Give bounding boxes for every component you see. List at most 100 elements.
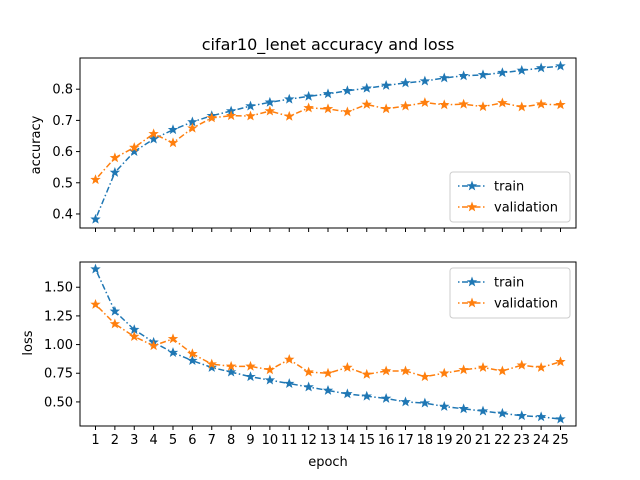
data-point xyxy=(129,142,140,152)
data-point xyxy=(419,371,431,382)
legend-label-train: train xyxy=(494,180,524,195)
loss-panel: 1 2 3 4 5 6 7 8 9 10 11 12 13 14 15 16 17 18 19 20 21 22 23 24 2… xyxy=(44,261,577,448)
data-point xyxy=(264,364,276,375)
x-tick-label: 20 xyxy=(455,433,472,448)
data-point xyxy=(206,358,217,369)
x-tick-label: 8 xyxy=(227,433,235,448)
data-point xyxy=(497,407,508,418)
x-tick-label: 3 xyxy=(130,433,138,448)
y-tick-label: 0.7 xyxy=(52,114,73,129)
data-point xyxy=(284,354,295,364)
legend: train validation xyxy=(449,171,571,223)
data-point xyxy=(187,355,198,366)
legend-marker-validation xyxy=(466,201,478,212)
data-point xyxy=(535,98,547,109)
data-point xyxy=(535,362,547,372)
data-point xyxy=(167,137,179,148)
data-point xyxy=(516,359,527,370)
data-point xyxy=(245,100,256,111)
y-tick-label: 0.50 xyxy=(44,395,73,410)
data-point xyxy=(284,93,295,104)
data-point xyxy=(148,340,159,351)
data-point xyxy=(419,75,431,86)
x-tick-label: 12 xyxy=(300,433,317,448)
data-point xyxy=(245,371,256,382)
x-tick-label: 16 xyxy=(378,433,395,448)
data-point xyxy=(477,69,489,80)
loss-y-axis-label: loss xyxy=(21,330,36,355)
x-tick-label: 7 xyxy=(208,433,216,448)
data-point xyxy=(225,110,237,121)
y-tick-label: 0.5 xyxy=(52,176,73,191)
x-tick-label: 2 xyxy=(111,433,119,448)
data-point xyxy=(477,101,489,112)
data-point xyxy=(342,362,353,372)
data-point xyxy=(187,122,198,133)
series-train xyxy=(90,60,566,224)
data-point xyxy=(303,90,314,101)
legend-box xyxy=(449,171,571,223)
data-point xyxy=(361,390,372,401)
data-point xyxy=(284,110,295,121)
data-point xyxy=(90,298,101,309)
accuracy-panel: 0.4 0.5 0.6 0.7 0.8 train validation xyxy=(52,57,577,232)
x-tick-label: 13 xyxy=(320,433,337,448)
data-point xyxy=(458,403,469,414)
data-point xyxy=(342,106,353,117)
legend-marker-train xyxy=(466,276,478,287)
data-point xyxy=(264,105,276,116)
data-point xyxy=(90,263,101,274)
data-point xyxy=(458,364,469,375)
data-point xyxy=(187,348,198,359)
x-tick-label: 23 xyxy=(513,433,530,448)
data-point xyxy=(555,60,566,71)
x-tick-label: 25 xyxy=(552,433,569,448)
x-tick-label: 18 xyxy=(417,433,434,448)
data-point xyxy=(516,101,527,112)
x-tick-label: 5 xyxy=(169,433,177,448)
data-point xyxy=(380,365,392,376)
data-point xyxy=(322,367,334,378)
data-point xyxy=(361,368,372,379)
data-point xyxy=(109,318,121,329)
data-point xyxy=(419,97,431,108)
data-point xyxy=(458,70,469,81)
data-point xyxy=(342,85,353,96)
legend: train validation xyxy=(449,267,571,319)
data-point xyxy=(148,128,159,139)
data-point xyxy=(361,99,372,109)
y-tick-label: 0.8 xyxy=(52,83,73,98)
data-point xyxy=(245,360,256,371)
x-tick-label: 17 xyxy=(397,433,414,448)
data-point xyxy=(477,405,489,416)
data-point xyxy=(555,99,566,110)
data-point xyxy=(439,367,450,378)
series-validation xyxy=(90,298,566,382)
data-point xyxy=(264,374,276,385)
accuracy-y-axis-label: accuracy xyxy=(29,115,44,174)
data-point xyxy=(90,174,101,185)
data-point xyxy=(380,393,392,403)
x-tick-label: 1 xyxy=(91,433,99,448)
data-point xyxy=(477,362,489,372)
data-point xyxy=(497,97,508,108)
y-tick-label: 0.75 xyxy=(44,367,73,382)
legend-marker-validation xyxy=(466,297,478,308)
data-point xyxy=(322,103,334,114)
x-tick-label: 15 xyxy=(358,433,375,448)
legend-label-train: train xyxy=(494,276,524,291)
data-point xyxy=(419,397,431,408)
data-point xyxy=(90,213,101,224)
x-tick-label: 24 xyxy=(533,433,550,448)
x-tick-label: 21 xyxy=(475,433,492,448)
x-tick-label: 4 xyxy=(149,433,157,448)
data-point xyxy=(516,65,527,75)
data-point xyxy=(284,378,295,388)
data-point xyxy=(322,88,334,99)
data-point xyxy=(497,365,508,376)
data-point xyxy=(109,152,121,163)
data-point xyxy=(264,96,276,107)
legend-label-validation: validation xyxy=(494,201,558,216)
data-point xyxy=(245,110,256,121)
